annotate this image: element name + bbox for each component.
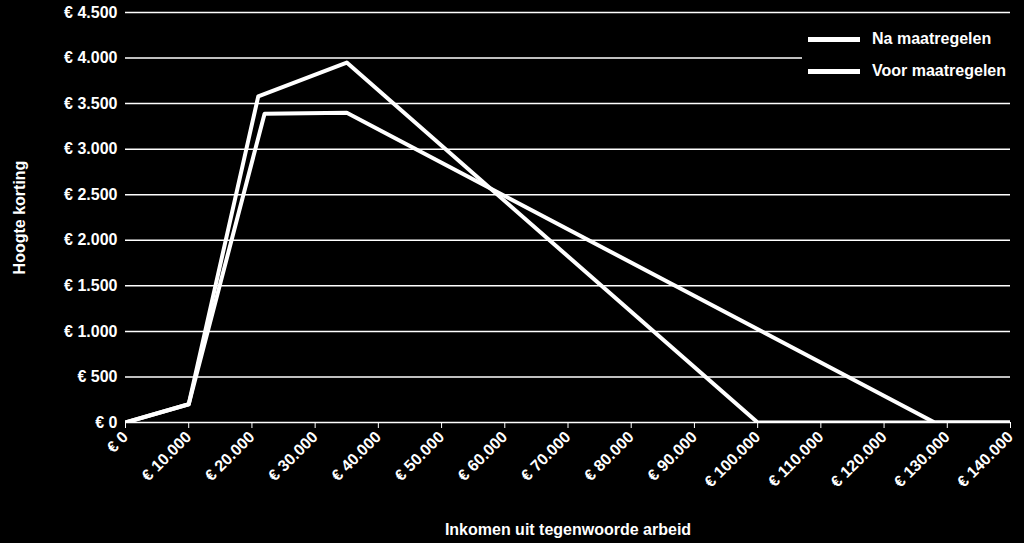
svg-text:€ 110.000: € 110.000 bbox=[765, 428, 827, 490]
svg-text:€ 1.500: € 1.500 bbox=[64, 277, 117, 294]
svg-text:€ 10.000: € 10.000 bbox=[138, 428, 194, 484]
svg-text:€ 90.000: € 90.000 bbox=[644, 428, 700, 484]
svg-text:€ 3.000: € 3.000 bbox=[64, 140, 117, 157]
svg-text:€ 30.000: € 30.000 bbox=[265, 428, 321, 484]
svg-text:€ 1.000: € 1.000 bbox=[64, 323, 117, 340]
svg-text:€ 120.000: € 120.000 bbox=[827, 428, 889, 490]
html-text:Na maatregelen: Na maatregelen bbox=[872, 30, 992, 47]
svg-text:€ 500: € 500 bbox=[77, 368, 117, 385]
svg-text:Hoogte korting: Hoogte korting bbox=[11, 161, 28, 275]
svg-text:€ 4.000: € 4.000 bbox=[64, 49, 117, 66]
svg-text:€ 60.000: € 60.000 bbox=[454, 428, 510, 484]
svg-text:€ 50.000: € 50.000 bbox=[391, 428, 447, 484]
svg-text:€ 2.500: € 2.500 bbox=[64, 186, 117, 203]
html-text:Voor maatregelen: Voor maatregelen bbox=[872, 62, 1006, 79]
svg-text:€ 130.000: € 130.000 bbox=[891, 428, 953, 490]
svg-text:€ 0: € 0 bbox=[103, 428, 131, 456]
svg-text:€ 40.000: € 40.000 bbox=[328, 428, 384, 484]
svg-text:€ 140.000: € 140.000 bbox=[954, 428, 1016, 490]
svg-text:€ 70.000: € 70.000 bbox=[518, 428, 574, 484]
svg-text:€ 4.500: € 4.500 bbox=[64, 4, 117, 21]
svg-text:€ 20.000: € 20.000 bbox=[202, 428, 258, 484]
svg-text:€ 100.000: € 100.000 bbox=[701, 428, 763, 490]
svg-text:€ 2.000: € 2.000 bbox=[64, 231, 117, 248]
svg-text:€ 0: € 0 bbox=[95, 414, 117, 431]
svg-text:Inkomen uit tegenwoorde arbeid: Inkomen uit tegenwoorde arbeid bbox=[445, 521, 691, 538]
svg-text:€ 3.500: € 3.500 bbox=[64, 95, 117, 112]
svg-text:€ 80.000: € 80.000 bbox=[581, 428, 637, 484]
